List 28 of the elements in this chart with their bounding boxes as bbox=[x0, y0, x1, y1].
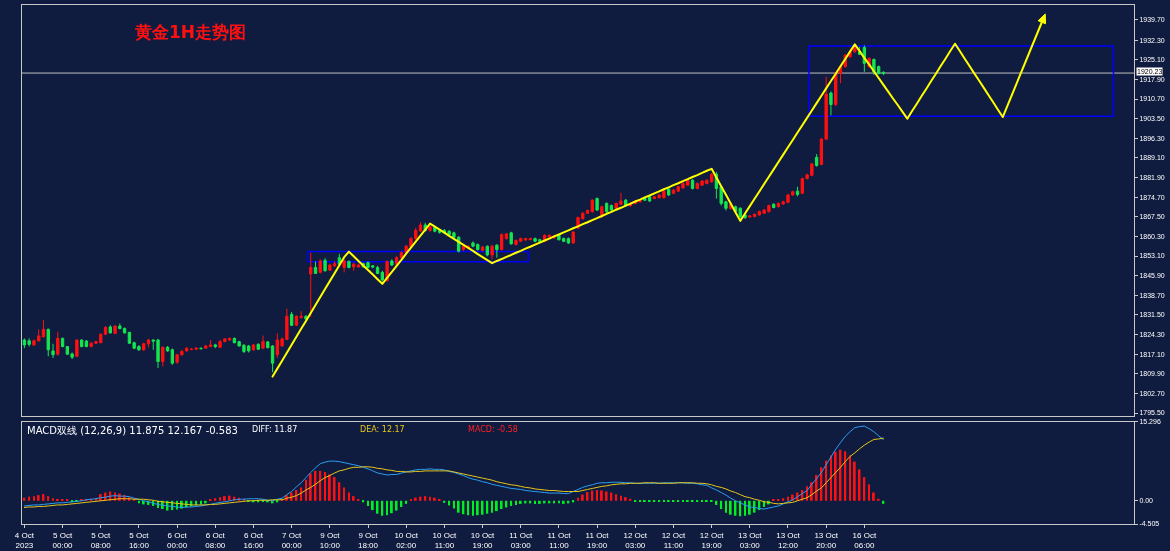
text: 黄金1H走势图 bbox=[134, 21, 247, 42]
x-tick-label: 10 Oct 02:00 bbox=[394, 530, 419, 550]
annotation: MACD双线 (12,26,9) 11.875 12.167 -0.583 bbox=[27, 425, 238, 436]
x-tick-label: 13 Oct 12:00 bbox=[776, 530, 801, 550]
x-tick-label: 9 Oct 10:00 bbox=[319, 530, 341, 550]
x-tick-label: 10 Oct 11:00 bbox=[432, 530, 457, 550]
x-tick-label: 12 Oct 03:00 bbox=[623, 530, 648, 550]
x-tick-label: 10 Oct 19:00 bbox=[470, 530, 496, 550]
x-tick-label: 4 Oct 2023 bbox=[14, 530, 35, 550]
x-tick-label: 12 Oct 19:00 bbox=[699, 530, 725, 550]
x-tick-label: 6 Oct 16:00 bbox=[243, 530, 265, 550]
x-tick-label: 13 Oct 03:00 bbox=[738, 530, 763, 550]
x-tick-label: 12 Oct 11:00 bbox=[661, 530, 686, 550]
x-tick-label: 13 Oct 20:00 bbox=[814, 530, 839, 550]
annotation: DEA: 12.17 bbox=[360, 425, 405, 434]
x-tick-label: 6 Oct 08:00 bbox=[205, 530, 226, 550]
x-tick-label: 16 Oct 06:00 bbox=[852, 530, 877, 550]
x-tick-label: 5 Oct 16:00 bbox=[128, 530, 150, 550]
annotation: MACD: -0.58 bbox=[468, 425, 518, 434]
x-tick-label: 11 Oct 03:00 bbox=[509, 530, 533, 550]
x-tick-label: 6 Oct 00:00 bbox=[167, 530, 188, 550]
annotation: DIFF: 11.87 bbox=[252, 425, 298, 434]
x-tick-label: 7 Oct 00:00 bbox=[281, 530, 303, 550]
x-tick-label: 5 Oct 08:00 bbox=[90, 530, 112, 550]
x-tick-label: 11 Oct 11:00 bbox=[547, 530, 572, 550]
x-tick-label: 11 Oct 19:00 bbox=[585, 530, 610, 550]
x-tick-label: 9 Oct 18:00 bbox=[357, 530, 379, 550]
x-tick-label: 5 Oct 00:00 bbox=[52, 530, 74, 550]
